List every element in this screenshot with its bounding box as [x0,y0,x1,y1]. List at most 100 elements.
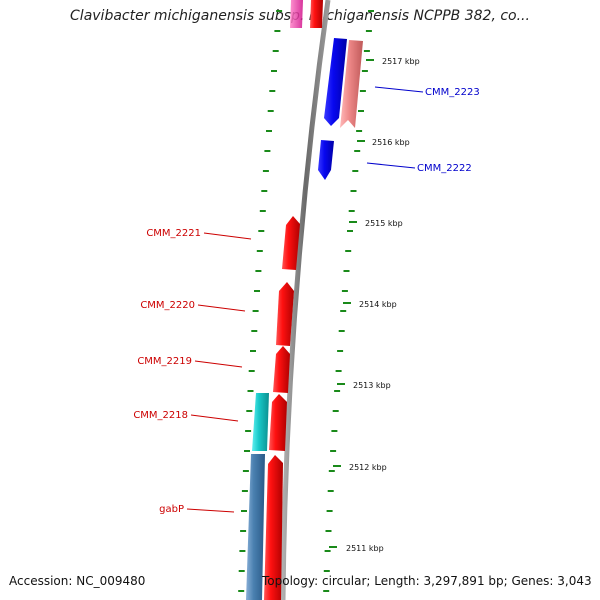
gc-skew-mark [256,250,263,252]
gc-skew-mark [269,90,276,92]
gc-skew-mark [241,510,247,512]
gc-skew-mark [271,70,277,72]
gene-label-gabP[interactable]: gabP [159,504,235,515]
gene-cmm-2223-feature[interactable] [340,40,363,128]
gc-skew-mark [337,350,344,352]
scale-tick-label: 2515 kbp [365,219,403,228]
gc-skew-mark [368,10,374,12]
gc-skew-mark [324,550,331,552]
feature-magenta-top[interactable] [290,0,303,28]
gc-skew-mark [248,370,255,372]
accession-label: Accession: NC_009480 [9,574,146,588]
scale-tick-label: 2514 kbp [359,300,397,309]
gc-skew-mark [347,230,353,232]
gc-skew-mark [330,450,337,452]
gc-skew-mark [254,290,260,292]
gc-skew-mark [341,290,348,292]
scale-tick-label: 2517 kbp [382,57,420,66]
gc-skew-mark [327,490,334,492]
gene-label-cmm-2220[interactable]: CMM_2220 [140,300,246,312]
gc-skew-mark [348,210,355,212]
genome-backbone [280,0,331,600]
gc-skew-mark [240,530,247,532]
gc-skew-mark [267,110,274,112]
feature-steelblue[interactable] [246,454,265,600]
scale-tick-label: 2512 kbp [349,463,387,472]
gc-skew-mark [340,310,347,312]
gc-skew-mark [325,530,332,532]
gc-skew-mark [323,570,330,572]
gc-skew-mark [345,250,352,252]
gc-skew-mark [276,10,283,12]
svg-text:CMM_2220: CMM_2220 [140,300,195,311]
gc-skew-mark [239,550,246,552]
gc-skew-mark [365,30,372,32]
gc-skew-inner-track [238,10,283,592]
gc-skew-mark [258,230,265,232]
scale-tick-label: 2511 kbp [346,544,384,553]
gc-skew-mark [361,70,368,72]
gc-skew-mark [259,210,266,212]
gc-skew-mark [323,590,330,592]
gc-skew-mark [352,170,359,172]
gc-skew-mark [363,50,370,52]
gene-gabP[interactable] [264,455,283,600]
gc-skew-mark [359,90,366,92]
gc-skew-mark [238,590,245,592]
gc-skew-mark [356,130,363,132]
gc-skew-outer-track [323,10,374,592]
gene-cmm-2223-blue[interactable] [324,38,347,126]
gene-label-cmm-2218[interactable]: CMM_2218 [133,410,239,422]
gc-skew-mark [252,310,259,312]
svg-text:CMM_2223: CMM_2223 [425,87,480,98]
gc-skew-mark [350,190,357,192]
gc-skew-mark [354,150,361,152]
gc-skew-mark [247,390,254,392]
gc-skew-mark [251,330,258,332]
gene-label-cmm-2222[interactable]: CMM_2222 [366,162,472,174]
scale-tick-label: 2516 kbp [372,138,410,147]
svg-text:CMM_2218: CMM_2218 [133,410,188,421]
gene-label-cmm-2221[interactable]: CMM_2221 [146,228,252,240]
gc-skew-mark [358,110,364,112]
svg-text:CMM_2222: CMM_2222 [417,163,472,174]
gene-cmm-2218[interactable] [269,394,287,451]
gc-skew-mark [338,330,345,332]
gc-skew-mark [264,150,271,152]
gc-skew-mark [246,410,253,412]
svg-text:CMM_2219: CMM_2219 [137,356,192,367]
topology-label: Topology: circular; Length: 3,297,891 bp… [262,574,592,588]
gc-skew-mark [332,410,339,412]
gene-label-cmm-2223[interactable]: CMM_2223 [374,86,480,98]
svg-text:gabP: gabP [159,504,184,515]
feature-red-top[interactable] [310,0,323,28]
gc-skew-mark [250,350,256,352]
gc-skew-mark [334,390,341,392]
gc-skew-mark [335,370,342,372]
gc-skew-mark [274,30,281,32]
gc-skew-mark [261,190,268,192]
gc-skew-mark [328,470,335,472]
gene-cmm-2221[interactable] [282,216,300,270]
gc-skew-mark [244,450,250,452]
gc-skew-mark [266,130,272,132]
gc-skew-mark [255,270,262,272]
svg-text:CMM_2221: CMM_2221 [146,228,201,239]
gene-cmm-2222[interactable] [318,140,334,180]
gc-skew-mark [262,170,269,172]
gc-skew-mark [245,430,252,432]
gene-cmm-2220[interactable] [276,282,294,346]
scale-tick-label: 2513 kbp [353,381,391,390]
gc-skew-mark [343,270,350,272]
feature-cyan[interactable] [252,393,269,451]
gene-cmm-2219[interactable] [273,346,290,393]
gc-skew-mark [331,430,338,432]
gc-skew-mark [272,50,279,52]
gc-skew-mark [326,510,333,512]
gc-skew-mark [238,570,245,572]
gc-skew-mark [242,470,249,472]
gc-skew-mark [241,490,248,492]
scale-track: 2517 kbp 2516 kbp 2515 kbp 2514 kbp 2513… [329,57,420,553]
gene-label-cmm-2219[interactable]: CMM_2219 [137,356,243,368]
